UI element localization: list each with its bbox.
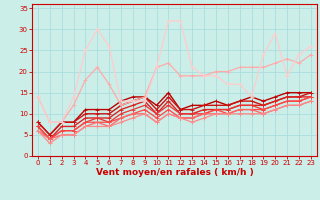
- X-axis label: Vent moyen/en rafales ( km/h ): Vent moyen/en rafales ( km/h ): [96, 168, 253, 177]
